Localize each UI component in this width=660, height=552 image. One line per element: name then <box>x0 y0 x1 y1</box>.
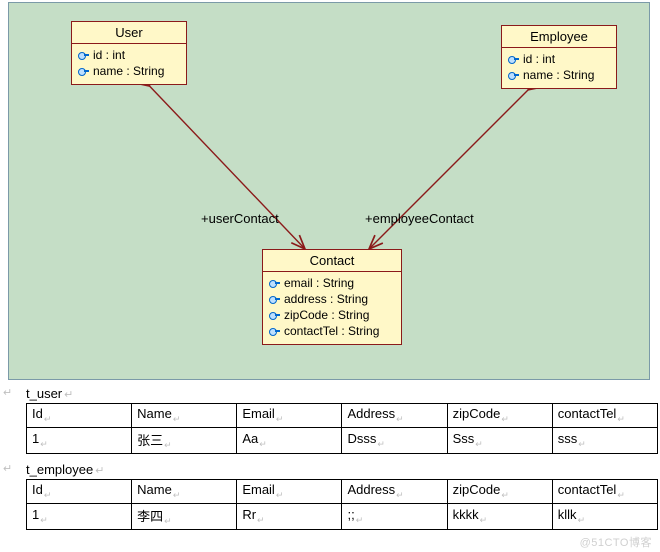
cell: 1 <box>27 427 132 454</box>
attribute-icon <box>269 310 281 320</box>
attr-row: address : String <box>269 291 395 307</box>
attribute-icon <box>269 326 281 336</box>
attr-row: id : int <box>508 51 610 67</box>
paragraph-mark-icon: ↵ <box>3 386 12 399</box>
cell: kllk <box>552 503 657 530</box>
class-title: Employee <box>502 26 616 48</box>
col-header: Email <box>237 404 342 428</box>
table-title-employee: t_employee↵ <box>8 460 650 479</box>
cell: Dsss <box>342 427 447 454</box>
attribute-icon <box>508 70 520 80</box>
col-header: Name <box>132 404 237 428</box>
cell: ;; <box>342 503 447 530</box>
class-attrs: id : int name : String <box>502 48 616 88</box>
table-row: 1 张三 Aa Dsss Sss sss <box>27 427 658 454</box>
attr-row: zipCode : String <box>269 307 395 323</box>
table-header-row: Id Name Email Address zipCode contactTel <box>27 404 658 428</box>
paragraph-mark-icon: ↵ <box>3 462 12 475</box>
table-title-user: t_user↵ <box>8 384 650 403</box>
col-header: contactTel <box>552 404 657 428</box>
cell: kkkk <box>447 503 552 530</box>
attr-text: zipCode : String <box>284 307 369 323</box>
attr-row: email : String <box>269 275 395 291</box>
attr-row: name : String <box>508 67 610 83</box>
cell: 张三 <box>132 427 237 454</box>
class-contact: Contact email : String address : String … <box>262 249 402 345</box>
col-header: Id <box>27 480 132 504</box>
attr-text: name : String <box>93 63 164 79</box>
class-title: Contact <box>263 250 401 272</box>
class-employee: Employee id : int name : String <box>501 25 617 89</box>
col-header: Address <box>342 480 447 504</box>
col-header: Id <box>27 404 132 428</box>
attr-text: email : String <box>284 275 354 291</box>
attribute-icon <box>78 50 90 60</box>
table-t-employee: Id Name Email Address zipCode contactTel… <box>26 479 658 530</box>
col-header: zipCode <box>447 480 552 504</box>
attr-row: name : String <box>78 63 180 79</box>
attr-row: id : int <box>78 47 180 63</box>
attr-text: contactTel : String <box>284 323 379 339</box>
attr-text: id : int <box>93 47 125 63</box>
edge-label-employee: +employeeContact <box>365 211 474 226</box>
cell: Sss <box>447 427 552 454</box>
cell: 李四 <box>132 503 237 530</box>
canvas: User id : int name : String Employee id … <box>0 0 660 552</box>
col-header: Name <box>132 480 237 504</box>
watermark: @51CTO博客 <box>580 534 652 550</box>
attr-row: contactTel : String <box>269 323 395 339</box>
cell: sss <box>552 427 657 454</box>
attribute-icon <box>78 66 90 76</box>
col-header: Address <box>342 404 447 428</box>
table-header-row: Id Name Email Address zipCode contactTel <box>27 480 658 504</box>
tables-area: ↵ t_user↵ Id Name Email Address zipCode … <box>8 384 650 530</box>
uml-diagram: User id : int name : String Employee id … <box>8 2 650 380</box>
col-header: Email <box>237 480 342 504</box>
attribute-icon <box>269 294 281 304</box>
class-user: User id : int name : String <box>71 21 187 85</box>
class-title: User <box>72 22 186 44</box>
table-t-user: Id Name Email Address zipCode contactTel… <box>26 403 658 454</box>
attribute-icon <box>508 54 520 64</box>
edge-label-user: +userContact <box>201 211 279 226</box>
table-row: 1 李四 Rr ;; kkkk kllk <box>27 503 658 530</box>
col-header: contactTel <box>552 480 657 504</box>
attr-text: address : String <box>284 291 368 307</box>
cell: Aa <box>237 427 342 454</box>
attr-text: name : String <box>523 67 594 83</box>
class-attrs: id : int name : String <box>72 44 186 84</box>
cell: 1 <box>27 503 132 530</box>
col-header: zipCode <box>447 404 552 428</box>
attribute-icon <box>269 278 281 288</box>
attr-text: id : int <box>523 51 555 67</box>
cell: Rr <box>237 503 342 530</box>
class-attrs: email : String address : String zipCode … <box>263 272 401 344</box>
